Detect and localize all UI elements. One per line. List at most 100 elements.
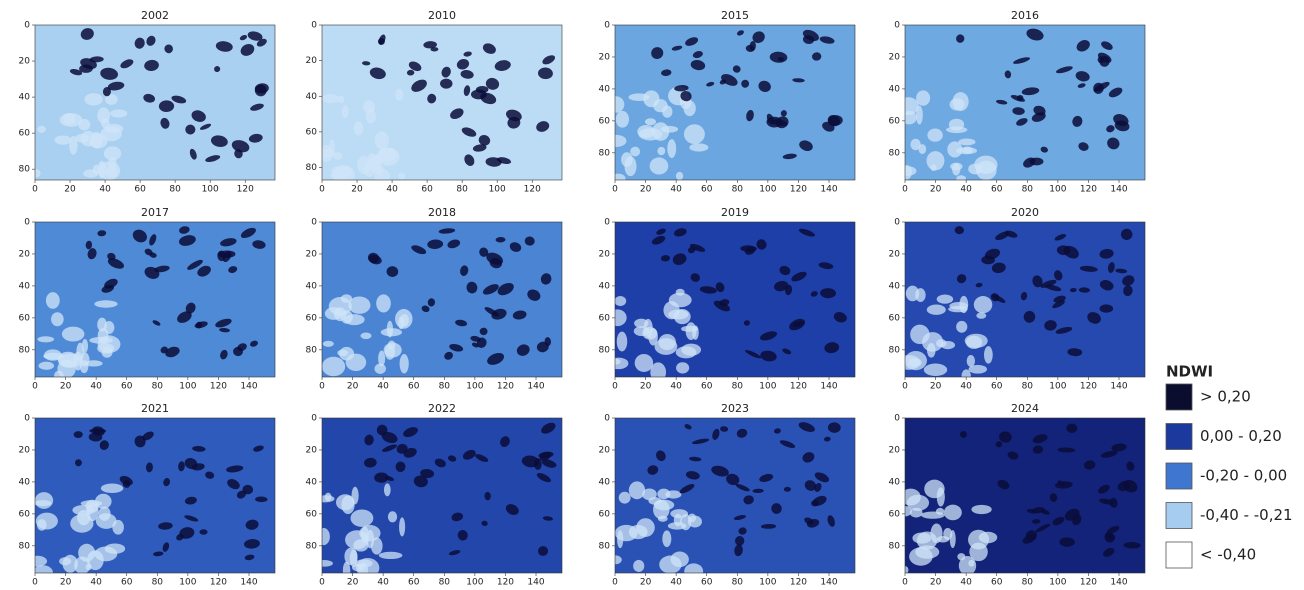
light-patch xyxy=(680,514,691,530)
light-patch xyxy=(944,505,962,521)
x-tick-label: 60 xyxy=(991,185,1003,195)
y-tick-label: 0 xyxy=(311,21,317,31)
light-patch xyxy=(648,328,657,345)
light-patch xyxy=(958,138,975,145)
light-patch xyxy=(387,321,393,338)
raster xyxy=(315,418,562,579)
panel-title: 2015 xyxy=(721,9,749,22)
x-tick-label: 20 xyxy=(347,578,359,588)
y-tick-label: 60 xyxy=(889,116,901,126)
y-tick-label: 0 xyxy=(311,218,317,228)
legend-swatch xyxy=(1166,424,1192,450)
light-patch xyxy=(110,109,127,117)
x-tick-label: 60 xyxy=(121,382,133,392)
panel-title: 2020 xyxy=(1011,206,1039,219)
light-patch xyxy=(333,165,355,184)
x-tick-label: 20 xyxy=(60,578,72,588)
x-tick-label: 80 xyxy=(439,578,451,588)
light-patch xyxy=(323,341,334,347)
light-patch xyxy=(681,326,698,332)
light-patch xyxy=(334,152,343,160)
light-patch xyxy=(102,347,113,358)
y-tick-label: 20 xyxy=(19,249,31,259)
light-patch xyxy=(322,94,339,103)
light-patch xyxy=(661,126,678,133)
x-tick-label: 140 xyxy=(1110,382,1127,392)
y-tick-label: 20 xyxy=(889,249,901,259)
raster xyxy=(898,25,1145,181)
light-patch xyxy=(86,564,92,570)
light-patch xyxy=(927,151,945,170)
x-tick-label: 100 xyxy=(466,382,483,392)
x-tick-label: 60 xyxy=(134,185,146,195)
light-patch xyxy=(98,328,109,343)
y-tick-label: 80 xyxy=(306,345,318,355)
panel-title: 2021 xyxy=(141,402,169,415)
y-tick-label: 20 xyxy=(306,249,318,259)
light-patch xyxy=(322,357,345,376)
x-tick-label: 100 xyxy=(1049,382,1066,392)
water-blob xyxy=(784,487,791,492)
y-tick-label: 40 xyxy=(599,477,611,487)
light-patch xyxy=(388,341,396,350)
y-tick-label: 80 xyxy=(306,163,318,173)
raster xyxy=(313,25,562,185)
light-patch xyxy=(377,148,399,166)
y-tick-label: 20 xyxy=(889,52,901,62)
light-patch xyxy=(325,493,332,502)
light-patch xyxy=(684,100,696,116)
y-tick-label: 0 xyxy=(604,414,610,424)
light-patch xyxy=(979,532,998,543)
light-patch xyxy=(653,500,670,520)
y-tick-label: 0 xyxy=(894,414,900,424)
x-tick-label: 140 xyxy=(1110,578,1127,588)
light-patch xyxy=(619,492,631,504)
light-patch xyxy=(83,169,98,177)
y-tick-label: 60 xyxy=(306,127,318,137)
light-patch xyxy=(315,560,333,567)
light-patch xyxy=(94,300,117,307)
y-tick-label: 0 xyxy=(311,414,317,424)
x-tick-label: 80 xyxy=(732,382,744,392)
light-patch xyxy=(624,156,636,176)
x-tick-label: 0 xyxy=(612,382,618,392)
x-tick-label: 20 xyxy=(347,382,359,392)
raster xyxy=(897,222,1145,382)
light-patch xyxy=(962,146,973,153)
light-patch xyxy=(395,89,403,101)
x-tick-label: 120 xyxy=(497,578,514,588)
x-tick-label: 100 xyxy=(489,185,506,195)
y-tick-label: 40 xyxy=(889,84,901,94)
x-tick-label: 0 xyxy=(32,382,38,392)
legend-label: 0,00 - 0,20 xyxy=(1200,427,1282,445)
light-patch xyxy=(927,305,946,315)
x-tick-label: 100 xyxy=(759,578,776,588)
light-patch xyxy=(375,131,389,149)
x-tick-label: 60 xyxy=(991,382,1003,392)
x-tick-label: 60 xyxy=(701,382,713,392)
light-patch xyxy=(342,105,349,118)
x-tick-label: 60 xyxy=(701,578,713,588)
x-tick-label: 120 xyxy=(1080,578,1097,588)
light-patch xyxy=(927,129,942,142)
light-patch xyxy=(650,157,669,174)
light-patch xyxy=(69,136,77,155)
panel-title: 2002 xyxy=(141,9,169,22)
x-tick-label: 20 xyxy=(64,185,76,195)
legend-swatch xyxy=(1166,503,1192,529)
x-tick-label: 60 xyxy=(701,185,713,195)
y-tick-label: 20 xyxy=(889,445,901,455)
light-patch xyxy=(376,294,391,312)
x-tick-label: 40 xyxy=(670,185,682,195)
x-tick-label: 120 xyxy=(790,578,807,588)
light-patch xyxy=(650,362,666,382)
y-tick-label: 80 xyxy=(19,345,31,355)
light-patch xyxy=(78,119,90,130)
y-tick-label: 60 xyxy=(599,313,611,323)
y-tick-label: 80 xyxy=(889,345,901,355)
light-patch xyxy=(27,556,47,567)
light-patch xyxy=(684,124,705,144)
legend-label: -0,20 - 0,00 xyxy=(1200,467,1287,485)
light-patch xyxy=(81,131,96,147)
light-patch xyxy=(956,175,966,181)
